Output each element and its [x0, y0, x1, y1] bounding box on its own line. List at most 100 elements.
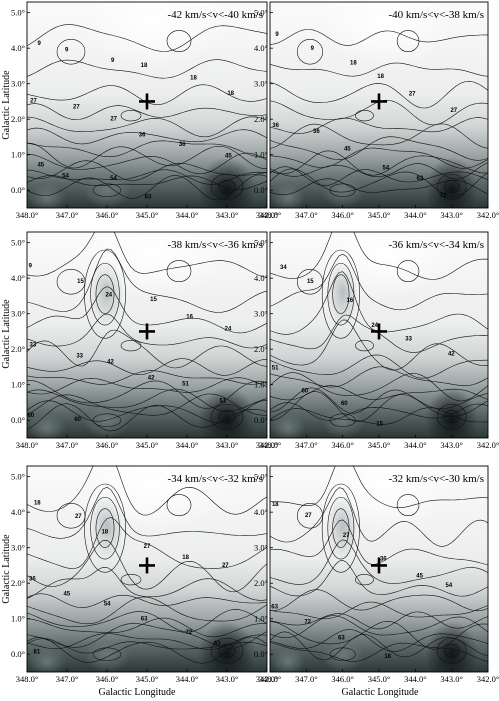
x-tick-label: 342.0°: [477, 210, 499, 220]
contour-loop: [210, 637, 244, 664]
x-tick-label: 343.0°: [440, 674, 463, 684]
contour-loop: [444, 179, 460, 194]
contour-line: [270, 232, 488, 280]
contour-label: 36: [272, 123, 279, 129]
contour-line: [270, 147, 488, 169]
contour-label: 42: [107, 359, 114, 365]
y-tick-label: 5.0°: [254, 238, 268, 248]
contour-line: [27, 617, 267, 638]
y-tick-label: 2.0°: [11, 344, 25, 354]
y-tick-label: 2.0°: [254, 578, 268, 588]
x-tick-label: 348.0°: [259, 440, 282, 450]
contour-line: [27, 103, 267, 121]
contour-loop: [84, 249, 126, 339]
contour-loop: [436, 403, 467, 430]
contour-line: [27, 248, 267, 313]
contour-line: [270, 601, 488, 620]
contour-line: [27, 403, 267, 432]
contour-label: 60: [341, 401, 348, 407]
x-tick-label: 348.0°: [16, 674, 39, 684]
contour-loop: [332, 274, 350, 314]
contour-label: 45: [344, 146, 351, 152]
contour-label: 27: [343, 533, 350, 539]
y-tick-label: 0.0°: [11, 649, 25, 659]
contour-label: 54: [62, 174, 69, 180]
x-tick-label: 343.0°: [216, 210, 239, 220]
contour-line: [27, 152, 267, 175]
position-marker: [139, 93, 155, 110]
contour-loop: [92, 183, 122, 197]
contour-label: 27: [73, 105, 80, 111]
y-tick-label: 0.0°: [11, 185, 25, 195]
contour-label: 42: [448, 351, 455, 357]
contour-line: [27, 486, 267, 539]
contour-line: [27, 466, 267, 516]
x-tick-label: 345.0°: [136, 210, 159, 220]
x-tick-label: 346.0°: [96, 674, 119, 684]
contour-line: [270, 366, 488, 388]
contour-line: [27, 232, 267, 278]
x-tick-label: 342.0°: [256, 674, 279, 684]
y-axis-label-bottom: Galactic Latitude: [1, 534, 12, 604]
x-tick-label: 345.0°: [136, 440, 159, 450]
contour-line: [27, 313, 267, 349]
contour-label: 24: [105, 292, 112, 298]
x-tick-label: 344.0°: [404, 440, 427, 450]
contour-line: [27, 59, 267, 79]
contour-line: [27, 377, 267, 395]
contour-line: [270, 168, 488, 197]
panel-3: 9 15 24 15 16 24 33 33 42 42 51 51 60 60 -38 km/s<v<-3…: [11, 231, 278, 450]
contour-label: 45: [225, 153, 232, 159]
y-tick-label: 5.0°: [254, 8, 268, 18]
contour-line: [270, 253, 488, 311]
y-tick-label: 5.0°: [254, 472, 268, 482]
contour-line: [270, 487, 488, 547]
y-tick-label: 1.0°: [11, 614, 25, 624]
x-tick-label: 347.0°: [56, 674, 79, 684]
position-marker: [371, 93, 387, 110]
contour-line: [27, 142, 267, 169]
contour-label: 18: [272, 502, 279, 508]
x-tick-label: 346.0°: [331, 440, 354, 450]
contour-label: 60: [27, 413, 34, 419]
x-tick-label: 343.0°: [440, 440, 463, 450]
contour-label: 34: [280, 265, 287, 271]
x-tick-label: 345.0°: [368, 674, 391, 684]
contour-line: [27, 116, 267, 138]
contour-label: 15: [307, 279, 314, 285]
contour-line: [27, 517, 267, 569]
contour-line: [27, 566, 267, 601]
contour-label: 18: [227, 91, 234, 97]
contour-label: 24: [225, 326, 232, 332]
contour-line: [27, 393, 267, 416]
contour-label: 27: [450, 108, 457, 114]
velocity-range-label: -42 km/s<v<-40 km/s: [167, 9, 263, 21]
contour-loop: [210, 173, 244, 200]
x-tick-label: 348.0°: [16, 210, 39, 220]
contour-label: 18: [384, 654, 391, 660]
contour-label: 33: [405, 337, 412, 343]
x-tick-label: 346.0°: [331, 210, 354, 220]
contour-label: 16: [346, 298, 353, 304]
y-axis-label-top: Galactic Latitude: [1, 70, 12, 140]
panel-5: 18 27 18 27 18 27 36 45 54 63 72 63 81 -34 km/s<v<-32…: [11, 465, 279, 684]
contour-line: [270, 539, 488, 585]
contour-label: 45: [37, 162, 44, 168]
contour-line: [27, 539, 267, 593]
x-tick-label: 346.0°: [331, 674, 354, 684]
contour-label: 9: [38, 41, 42, 47]
velocity-range-label: -32 km/s<v<-30 km/s: [388, 473, 484, 485]
contour-line: [270, 615, 488, 639]
contour-label: 27: [409, 92, 416, 98]
contour-label: 9: [311, 46, 315, 52]
y-axis-label-middle: Galactic Latitude: [1, 299, 12, 369]
contour-line: [27, 596, 267, 625]
contour-loop: [120, 340, 142, 352]
x-axis-label-left: Galactic Longitude: [99, 687, 176, 698]
y-tick-label: 2.0°: [254, 114, 268, 124]
contour-line: [27, 593, 267, 608]
velocity-range-label: -40 km/s<v<-38 km/s: [388, 9, 484, 21]
contour-label: 27: [110, 117, 117, 123]
contour-label: 36: [29, 577, 36, 583]
x-tick-label: 345.0°: [136, 674, 159, 684]
